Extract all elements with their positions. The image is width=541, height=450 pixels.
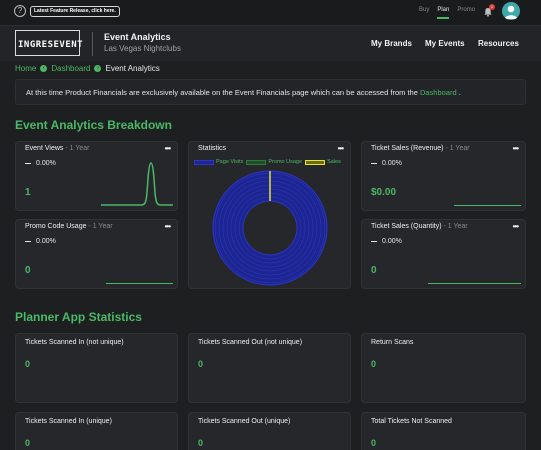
card-menu-icon[interactable]: ••• <box>337 144 344 153</box>
stat-card: Tickets Scanned In (not unique) 0 <box>15 333 178 403</box>
statistics-card: Statistics ••• Page Visits Promo Usage S… <box>188 141 351 289</box>
event-views-sparkline <box>101 162 173 206</box>
stat-title: Return Scans <box>371 339 414 346</box>
notification-badge: 1 <box>489 4 495 10</box>
mode-buy[interactable]: Buy <box>419 7 430 13</box>
card-title: Statistics <box>198 145 227 152</box>
nav-my-brands[interactable]: My Brands <box>371 39 412 48</box>
chart-legend: Page Visits Promo Usage Sales <box>194 159 341 165</box>
notice-text-end: . <box>456 88 461 97</box>
dash-icon <box>371 162 377 165</box>
breadcrumb-current: Event Analytics <box>105 64 160 73</box>
user-icon <box>504 5 518 19</box>
card-title: Ticket Sales (Quantity) - 1 Year <box>371 223 468 230</box>
ticket-revenue-value: $0.00 <box>371 187 397 198</box>
stat-value: 0 <box>25 438 31 448</box>
card-title: Event Views - 1 Year <box>25 145 90 152</box>
notice-dashboard-link[interactable]: Dashboard <box>419 88 457 97</box>
ingresevent-logo[interactable]: INGRESEVENT <box>15 30 84 56</box>
card-menu-icon[interactable]: ••• <box>164 144 171 153</box>
breadcrumb-home[interactable]: Home <box>15 64 37 73</box>
stat-value: 0 <box>371 359 377 369</box>
top-utility-bar: ? Latest Feature Release, click here. Bu… <box>0 0 541 25</box>
card-title: Promo Code Usage - 1 Year <box>25 223 113 230</box>
promo-usage-value: 0 <box>25 265 31 276</box>
stat-title: Tickets Scanned Out (not unique) <box>198 339 303 346</box>
stat-value: 0 <box>198 359 204 369</box>
promo-usage-sparkline <box>106 282 173 284</box>
legend-sales[interactable]: Sales <box>305 159 341 165</box>
stat-title: Total Tickets Not Scanned <box>371 418 452 425</box>
nav-resources[interactable]: Resources <box>478 39 519 48</box>
stat-title: Tickets Scanned In (unique) <box>25 418 112 425</box>
card-menu-icon[interactable]: ••• <box>164 222 171 231</box>
stat-card: Total Tickets Not Scanned 0 <box>361 412 526 450</box>
event-views-card: Event Views - 1 Year ••• 0.00% 1 <box>15 141 178 211</box>
donut-slice-page-visits[interactable] <box>212 170 328 286</box>
breadcrumb: Home ‹ Dashboard › Event Analytics <box>15 64 160 73</box>
statistics-donut-chart <box>212 170 328 286</box>
stat-value: 0 <box>198 438 204 448</box>
stat-title: Tickets Scanned In (not unique) <box>25 339 124 346</box>
stat-value: 0 <box>371 438 377 448</box>
card-menu-icon[interactable]: ••• <box>512 222 519 231</box>
breadcrumb-dashboard[interactable]: Dashboard <box>51 64 91 73</box>
stat-card: Return Scans 0 <box>361 333 526 403</box>
promo-code-usage-card: Promo Code Usage - 1 Year ••• 0.00% 0 <box>15 219 178 289</box>
user-avatar[interactable] <box>502 2 520 20</box>
mode-promo[interactable]: Promo <box>457 7 476 13</box>
mode-switcher: Buy Plan Promo <box>419 7 476 19</box>
page-title: Event Analytics <box>104 32 171 42</box>
stat-card: Tickets Scanned Out (not unique) 0 <box>188 333 351 403</box>
ticket-quantity-sparkline <box>428 282 521 284</box>
change-indicator: 0.00% <box>371 238 402 245</box>
header-divider <box>92 32 93 56</box>
legend-swatch <box>194 159 214 165</box>
legend-swatch <box>246 159 267 165</box>
nav-my-events[interactable]: My Events <box>425 39 465 48</box>
stat-card: Tickets Scanned Out (unique) 0 <box>188 412 351 450</box>
event-subtitle: Las Vegas Nightclubs <box>104 44 181 53</box>
card-title: Ticket Sales (Revenue) - 1 Year <box>371 145 470 152</box>
ticket-quantity-card: Ticket Sales (Quantity) - 1 Year ••• 0.0… <box>361 219 526 289</box>
chevron-left-icon: ‹ <box>40 65 48 72</box>
notice-text: At this time Product Financials are excl… <box>26 88 420 97</box>
event-views-value: 1 <box>25 187 31 198</box>
feature-release-button[interactable]: Latest Feature Release, click here. <box>30 6 120 17</box>
logo-text: INGRESEVENT <box>18 40 84 50</box>
ticket-revenue-sparkline <box>454 204 521 206</box>
dash-icon <box>25 240 31 243</box>
ticket-quantity-value: 0 <box>371 265 377 276</box>
dash-icon <box>371 240 377 243</box>
chevron-right-icon: › <box>94 65 102 72</box>
stat-value: 0 <box>25 359 31 369</box>
change-indicator: 0.00% <box>25 238 56 245</box>
planner-heading: Planner App Statistics <box>15 310 142 324</box>
stat-title: Tickets Scanned Out (unique) <box>198 418 291 425</box>
dash-icon <box>25 162 31 165</box>
legend-promo-usage[interactable]: Promo Usage <box>246 159 302 165</box>
ticket-revenue-card: Ticket Sales (Revenue) - 1 Year ••• 0.00… <box>361 141 526 211</box>
card-menu-icon[interactable]: ••• <box>512 144 519 153</box>
breakdown-heading: Event Analytics Breakdown <box>15 118 172 132</box>
change-indicator: 0.00% <box>25 160 56 167</box>
change-indicator: 0.00% <box>371 160 402 167</box>
financials-notice: At this time Product Financials are excl… <box>15 79 526 105</box>
stat-card: Tickets Scanned In (unique) 0 <box>15 412 178 450</box>
legend-page-visits[interactable]: Page Visits <box>194 159 243 165</box>
app-header: INGRESEVENT Event Analytics Las Vegas Ni… <box>0 25 541 61</box>
help-icon[interactable]: ? <box>14 5 26 17</box>
legend-swatch <box>305 159 326 165</box>
mode-plan[interactable]: Plan <box>437 7 450 19</box>
